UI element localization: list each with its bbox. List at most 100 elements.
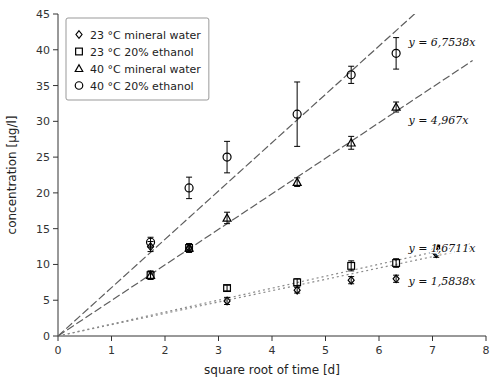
- x-tick-label: 4: [269, 344, 276, 357]
- x-tick: [325, 336, 326, 341]
- axes: 012345678051015202530354045: [36, 8, 490, 357]
- point: [347, 139, 355, 146]
- chart: 012345678051015202530354045square root o…: [0, 0, 500, 382]
- y-tick-label: 30: [36, 115, 50, 128]
- error-bar: [186, 177, 192, 198]
- point: [392, 49, 400, 57]
- y-tick: [53, 121, 58, 122]
- point: [147, 271, 155, 278]
- x-tick: [272, 336, 273, 341]
- legend-marker: [76, 48, 83, 55]
- y-tick: [53, 49, 58, 50]
- annotation: y = 1,5838x: [407, 275, 476, 288]
- x-tick-label: 3: [215, 344, 222, 357]
- x-axis-label: square root of time [d]: [204, 363, 340, 377]
- y-tick-label: 10: [36, 258, 50, 271]
- x-tick: [165, 336, 166, 341]
- point: [223, 153, 231, 161]
- x-tick: [111, 336, 112, 341]
- y-tick: [53, 157, 58, 158]
- y-tick-label: 5: [43, 294, 50, 307]
- y-tick-label: 40: [36, 44, 50, 57]
- point: [393, 260, 400, 267]
- x-tick: [379, 336, 380, 341]
- y-tick-label: 15: [36, 223, 50, 236]
- legend: 23 °C mineral water23 °C 20% ethanol40 °…: [66, 18, 209, 100]
- point: [392, 103, 400, 110]
- point: [147, 272, 154, 279]
- error-bar: [393, 102, 399, 112]
- error-bar: [294, 279, 300, 286]
- y-tick: [53, 228, 58, 229]
- y-axis-label: concentration [µg/l]: [5, 116, 19, 235]
- x-tick: [58, 336, 59, 341]
- y-tick-label: 20: [36, 187, 50, 200]
- point: [186, 244, 192, 252]
- point: [348, 263, 355, 270]
- y-tick: [53, 14, 58, 15]
- error-bar: [148, 271, 154, 280]
- x-tick: [486, 336, 487, 341]
- x-tick-label: 5: [322, 344, 329, 357]
- error-bar: [186, 244, 192, 253]
- point: [293, 178, 301, 185]
- x-tick-label: 7: [429, 344, 436, 357]
- error-bar: [348, 66, 354, 83]
- point: [347, 71, 355, 79]
- point: [185, 244, 193, 251]
- y-tick-label: 35: [36, 80, 50, 93]
- error-bar: [224, 297, 230, 304]
- point: [186, 245, 193, 252]
- point: [348, 276, 354, 284]
- x-tick-label: 8: [483, 344, 490, 357]
- annotation: y = 1,6711x: [407, 242, 476, 255]
- y-tick: [53, 264, 58, 265]
- background: [0, 0, 500, 382]
- y-tick-label: 45: [36, 8, 50, 21]
- series: [148, 242, 440, 305]
- error-bar: [348, 277, 354, 284]
- x-tick: [432, 336, 433, 341]
- y-axis-line: [58, 14, 59, 336]
- point: [224, 297, 230, 305]
- trend-line: [58, 248, 473, 336]
- error-bar: [348, 261, 354, 271]
- x-tick-label: 6: [376, 344, 383, 357]
- point: [294, 279, 301, 286]
- point: [147, 238, 155, 246]
- error-bar: [294, 82, 300, 146]
- y-tick-label: 0: [43, 330, 50, 343]
- y-tick: [53, 192, 58, 193]
- annotation: y = 4,967x: [407, 114, 469, 127]
- legend-marker: [75, 65, 83, 72]
- error-bar: [186, 244, 192, 253]
- error-bar: [393, 275, 399, 282]
- legend-label: 23 °C mineral water: [90, 29, 201, 42]
- point: [294, 286, 300, 294]
- x-tick-label: 2: [162, 344, 169, 357]
- error-bar: [186, 244, 192, 251]
- series: [147, 244, 439, 291]
- y-tick: [53, 336, 58, 337]
- error-bar: [393, 38, 399, 69]
- error-bar: [224, 141, 230, 172]
- x-tick-label: 1: [108, 344, 115, 357]
- legend-box: [66, 18, 209, 100]
- legend-marker: [75, 82, 83, 90]
- legend-marker: [76, 31, 82, 39]
- error-bar: [294, 287, 300, 293]
- legend-label: 40 °C mineral water: [90, 63, 201, 76]
- error-bar: [148, 237, 154, 247]
- error-bar: [224, 285, 230, 291]
- y-tick: [53, 85, 58, 86]
- annotation: y = 6,7538x: [407, 36, 476, 49]
- point: [223, 214, 231, 221]
- legend-label: 40 °C 20% ethanol: [90, 80, 194, 93]
- y-tick: [53, 300, 58, 301]
- x-tick-label: 0: [55, 344, 62, 357]
- point: [393, 275, 399, 283]
- error-bar: [348, 136, 354, 149]
- error-bar: [393, 259, 399, 268]
- error-bar: [224, 212, 230, 223]
- point: [185, 184, 193, 192]
